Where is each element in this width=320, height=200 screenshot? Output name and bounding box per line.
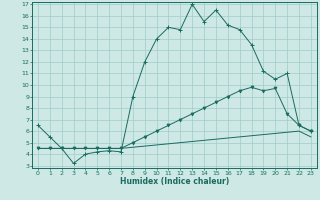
X-axis label: Humidex (Indice chaleur): Humidex (Indice chaleur) <box>120 177 229 186</box>
